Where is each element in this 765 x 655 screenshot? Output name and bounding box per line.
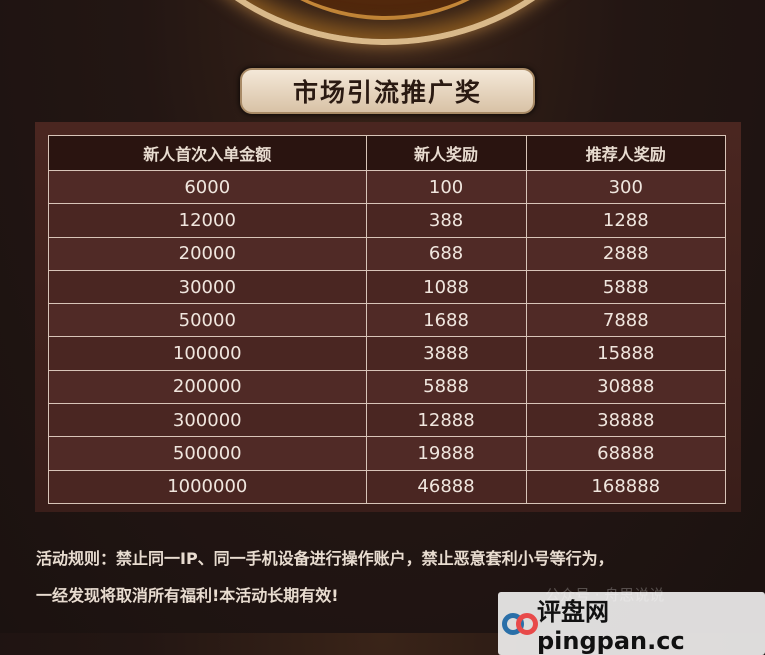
reward-table: 新人首次入单金额 新人奖励 推荐人奖励 6000 100 300 12000 388 12… [48, 135, 727, 504]
table-cell: 20000 [48, 236, 367, 271]
rules-line-2: 一经发现将取消所有福利!本活动长期有效! [36, 586, 339, 605]
table-row: 1000000 46888 168888 [48, 469, 727, 504]
table-cell: 5888 [365, 369, 527, 405]
header-newcomer-reward: 新人奖励 [365, 135, 527, 171]
activity-rules: 活动规则：禁止同一IP、同一手机设备进行操作账户，禁止恶意套利小号等行为， 一经… [36, 540, 614, 614]
table-cell: 12888 [365, 403, 527, 438]
table-cell: 688 [365, 236, 527, 271]
rules-line-1: 活动规则：禁止同一IP、同一手机设备进行操作账户，禁止恶意套利小号等行为， [36, 549, 614, 568]
table-cell: 1088 [365, 269, 527, 305]
table-row: 500000 19888 68888 [48, 436, 727, 471]
table-row: 12000 388 1288 [48, 203, 727, 238]
site-logo: 评盘网 pingpan.cc [498, 592, 765, 655]
table-header: 新人首次入单金额 新人奖励 推荐人奖励 [48, 135, 727, 171]
table-cell: 50000 [48, 303, 367, 338]
logo-icon [500, 609, 538, 639]
table-cell: 168888 [525, 469, 727, 504]
table-cell: 19888 [365, 436, 527, 471]
table-row: 100000 3888 15888 [48, 336, 727, 371]
table-row: 200000 5888 30888 [48, 369, 727, 405]
table-cell: 300000 [48, 403, 367, 438]
table-cell: 46888 [365, 469, 527, 504]
decorative-ring [150, 0, 620, 45]
table-cell: 5888 [525, 269, 727, 305]
table-cell: 300 [525, 169, 727, 205]
table-cell: 68888 [525, 436, 727, 471]
table-cell: 30888 [525, 369, 727, 405]
table-row: 30000 1088 5888 [48, 269, 727, 305]
table-cell: 100000 [48, 336, 367, 371]
table-row: 300000 12888 38888 [48, 403, 727, 438]
table-cell: 30000 [48, 269, 367, 305]
page-title: 市场引流推广奖 [240, 68, 535, 114]
table-row: 50000 1688 7888 [48, 303, 727, 338]
table-cell: 100 [365, 169, 527, 205]
table-row: 20000 688 2888 [48, 236, 727, 271]
table-cell: 1000000 [48, 469, 367, 504]
table-cell: 3888 [365, 336, 527, 371]
table-cell: 1688 [365, 303, 527, 338]
table-row: 6000 100 300 [48, 169, 727, 205]
table-cell: 1288 [525, 203, 727, 238]
table-cell: 7888 [525, 303, 727, 338]
table-cell: 38888 [525, 403, 727, 438]
table-cell: 6000 [48, 169, 367, 205]
table-cell: 2888 [525, 236, 727, 271]
table-cell: 388 [365, 203, 527, 238]
logo-text: 评盘网 pingpan.cc [536, 598, 685, 655]
header-first-deposit: 新人首次入单金额 [48, 135, 367, 171]
table-cell: 15888 [525, 336, 727, 371]
table-cell: 500000 [48, 436, 367, 471]
table-cell: 200000 [48, 369, 367, 405]
header-referrer-reward: 推荐人奖励 [525, 135, 727, 171]
table-cell: 12000 [48, 203, 367, 238]
